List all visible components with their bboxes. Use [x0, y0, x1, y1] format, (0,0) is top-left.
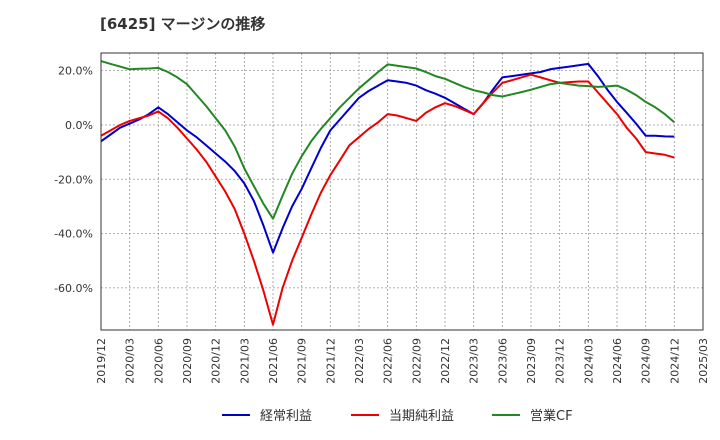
chart-title: [6425] マージンの推移	[100, 15, 266, 33]
series-layer	[100, 60, 675, 326]
x-tick-label: 2023/12	[554, 338, 567, 384]
x-tick-label: 2024/03	[582, 338, 595, 384]
x-tick-label: 2022/09	[410, 338, 423, 384]
x-tick-label: 2023/09	[525, 338, 538, 384]
x-tick-label: 2020/12	[210, 338, 223, 384]
x-tick-label: 2020/03	[124, 338, 137, 384]
x-tick-label: 2025/03	[697, 338, 710, 384]
x-tick-label: 2021/06	[267, 338, 280, 384]
y-axis: 20.0% 0.0% -20.0% -40.0% -60.0%	[54, 65, 93, 295]
x-tick-label: 2021/03	[238, 338, 251, 384]
legend-item: 営業CF	[492, 408, 573, 424]
legend-label: 営業CF	[530, 408, 573, 424]
legend-item: 経常利益	[222, 409, 312, 424]
plot-background	[101, 53, 703, 330]
x-tick-label: 2023/03	[468, 338, 481, 384]
x-tick-label: 2024/06	[611, 338, 624, 384]
x-axis: 2019/12 2020/03 2020/06 2020/09 2020/12 2021/…	[95, 338, 710, 384]
x-tick-label: 2021/12	[324, 338, 337, 384]
legend: 経常利益 当期純利益 営業CF	[222, 408, 573, 424]
series-line	[100, 62, 675, 254]
x-tick-label: 2021/09	[296, 338, 309, 384]
x-tick-label: 2019/12	[95, 338, 108, 384]
x-tick-label: 2020/09	[181, 338, 194, 384]
y-tick-label: -40.0%	[54, 228, 93, 241]
x-tick-label: 2020/06	[152, 338, 165, 384]
series-line	[100, 73, 675, 326]
x-tick-label: 2023/06	[496, 338, 509, 384]
legend-label: 経常利益	[260, 409, 312, 424]
series-line	[100, 60, 675, 220]
x-tick-label: 2024/12	[668, 338, 681, 384]
y-tick-label: -60.0%	[54, 282, 93, 295]
y-tick-label: 20.0%	[58, 65, 93, 78]
y-tick-label: -20.0%	[54, 173, 93, 186]
x-tick-label: 2022/03	[353, 338, 366, 384]
x-tick-label: 2024/09	[640, 338, 653, 384]
legend-label: 当期純利益	[389, 409, 454, 424]
grid	[100, 53, 704, 330]
legend-item: 当期純利益	[351, 409, 454, 424]
y-tick-label: 0.0%	[65, 119, 93, 132]
plot-frame	[100, 52, 704, 331]
x-tick-label: 2022/12	[439, 338, 452, 384]
x-tick-label: 2022/06	[382, 338, 395, 384]
